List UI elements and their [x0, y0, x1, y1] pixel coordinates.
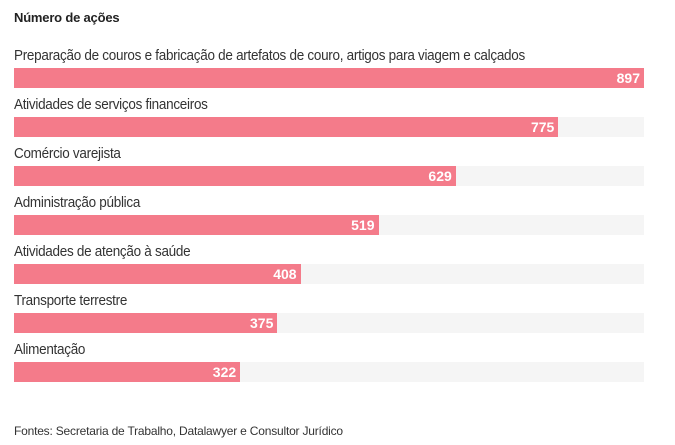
source-note: Fontes: Secretaria de Trabalho, Datalawy… — [14, 424, 343, 438]
bar-track: 629 — [14, 166, 644, 186]
category-label: Administração pública — [14, 195, 141, 211]
bar-row: Administração pública 519 — [14, 195, 644, 244]
value-label: 897 — [616, 70, 640, 86]
bar-track: 408 — [14, 264, 644, 284]
bar-track: 375 — [14, 313, 644, 333]
value-label: 408 — [273, 266, 297, 282]
bar-track: 775 — [14, 117, 644, 137]
category-label: Comércio varejista — [14, 146, 121, 162]
category-label: Alimentação — [14, 342, 86, 358]
category-label: Atividades de serviços financeiros — [14, 97, 208, 113]
category-label: Preparação de couros e fabricação de art… — [14, 48, 525, 64]
bar-row: Comércio varejista 629 — [14, 146, 644, 195]
bar: 322 — [14, 362, 241, 382]
bar: 897 — [14, 68, 644, 88]
value-label: 629 — [428, 168, 452, 184]
bar-row: Atividades de atenção à saúde 408 — [14, 244, 644, 293]
value-label: 375 — [250, 315, 274, 331]
chart-title: Número de ações — [14, 10, 120, 25]
bar-track: 322 — [14, 362, 644, 382]
category-label: Transporte terrestre — [14, 293, 128, 309]
bar: 519 — [14, 215, 379, 235]
category-label: Atividades de atenção à saúde — [14, 244, 191, 260]
bar-row: Preparação de couros e fabricação de art… — [14, 48, 644, 97]
bar-track: 519 — [14, 215, 644, 235]
bar: 408 — [14, 264, 301, 284]
bar-track: 897 — [14, 68, 644, 88]
bar-row: Transporte terrestre 375 — [14, 293, 644, 342]
bar: 375 — [14, 313, 278, 333]
bar-row: Atividades de serviços financeiros 775 — [14, 97, 644, 146]
value-label: 519 — [351, 217, 375, 233]
bar: 775 — [14, 117, 559, 137]
bar: 629 — [14, 166, 456, 186]
bar-row: Alimentação 322 — [14, 342, 644, 391]
value-label: 775 — [530, 119, 555, 135]
value-label: 322 — [212, 364, 237, 380]
